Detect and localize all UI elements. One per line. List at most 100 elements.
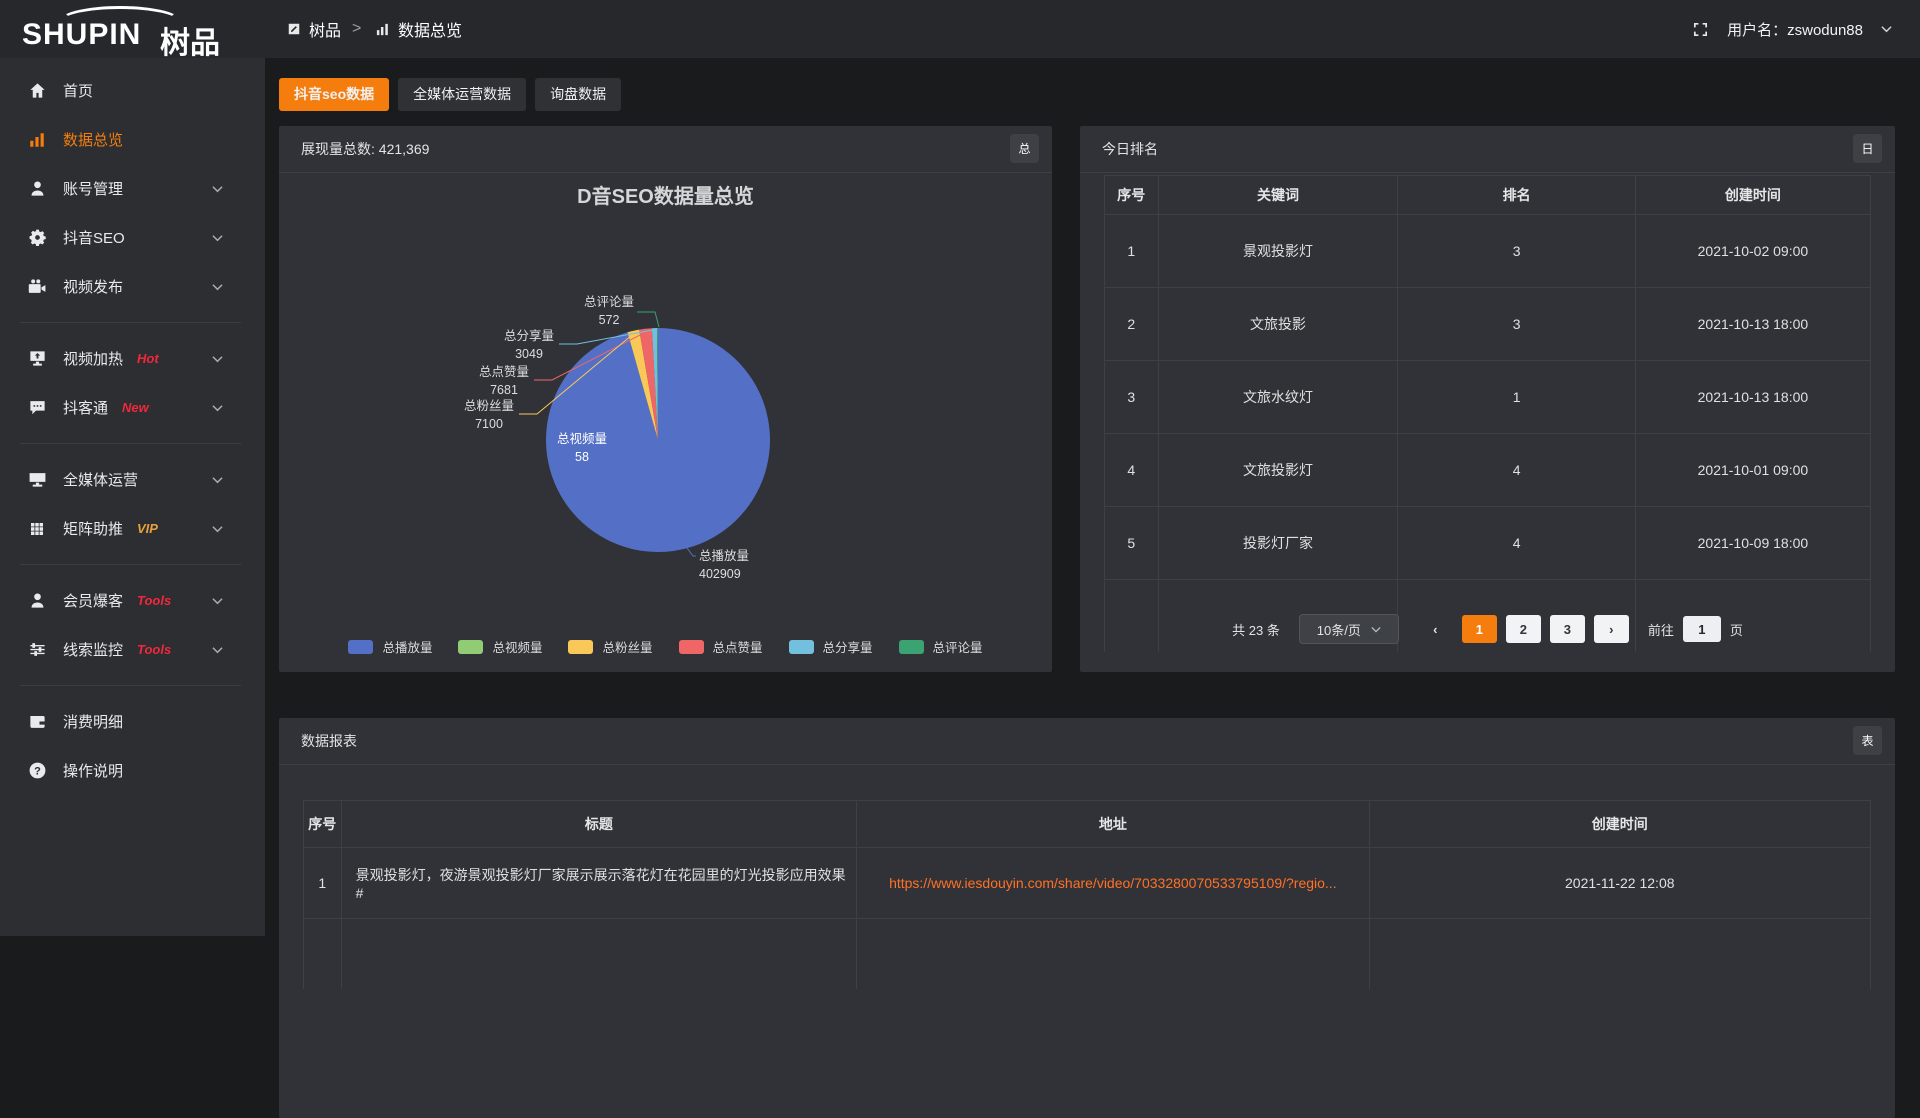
pie-label-play-name: 总播放量 [699,548,749,563]
fullscreen-icon[interactable] [1692,21,1709,38]
col-created: 创建时间 [1368,800,1872,848]
monitor-icon [28,470,48,490]
sidebar-item-data-overview[interactable]: 数据总览 [0,115,265,164]
sidebar-item-consumption-detail[interactable]: 消费明细 [0,697,265,746]
ranking-title: 今日排名 [1102,141,1158,157]
tab-inquiry-data[interactable]: 询盘数据 [535,78,622,111]
sidebar-item-label: 账号管理 [63,181,124,198]
sidebar-item-douyin-seo[interactable]: 抖音SEO [0,213,265,262]
bar-chart-icon [28,130,48,150]
pie-slice-like[interactable] [639,328,658,440]
legend-item-play[interactable]: 总播放量 [348,637,432,656]
sidebar-item-clue-monitor[interactable]: 线索监控 Tools [0,625,265,674]
pie-label-fans-value: 7100 [475,417,503,431]
sidebar-item-media-operation[interactable]: 全媒体运营 [0,455,265,504]
leader-line-play [683,543,696,557]
pie-slice-play[interactable] [545,328,770,552]
page-size-select[interactable]: 10条/页 [1298,614,1399,644]
grid-icon [28,519,48,539]
sidebar-item-member-baoke[interactable]: 会员爆客 Tools [0,576,265,625]
chevron-down-icon[interactable] [1881,25,1892,33]
sidebar-divider [20,443,241,444]
bar-chart-icon [376,23,388,35]
breadcrumb-root[interactable]: 树品 [287,0,341,58]
legend-item-share[interactable]: 总分享量 [788,637,873,656]
legend-item-comment[interactable]: 总评论量 [898,637,983,656]
sidebar-item-doukertong[interactable]: 抖客通 New [0,383,265,432]
sidebar-item-label: 视频发布 [63,279,124,296]
sidebar-item-label: 消费明细 [63,714,124,731]
legend-item-like[interactable]: 总点赞量 [678,637,763,656]
tab-media-operation-data[interactable]: 全媒体运营数据 [398,78,527,111]
new-badge: New [122,400,149,415]
wallet-icon [28,712,48,732]
sidebar-item-video-publish[interactable]: 视频发布 [0,262,265,311]
pie-slice-share[interactable] [651,328,658,440]
sidebar-divider [20,322,241,323]
hot-badge: Hot [137,351,159,366]
tab-douyin-seo-data[interactable]: 抖音seo数据 [279,78,390,111]
sidebar-item-instructions[interactable]: ? 操作说明 [0,746,265,795]
video-title-cell: 景观投影灯，夜游景观投影灯厂家展示展示落花灯在花园里的灯光投影应用效果 # [340,847,858,919]
pie-label-video-value: 58 [575,450,589,464]
user-icon [28,591,48,611]
report-panel: 数据报表 表 序号 标题 地址 创建时间 1 景观投影灯，夜游景观投影灯厂家展示… [279,718,1895,1118]
legend-swatch [348,639,374,654]
logo: SHUPIN 树品 [22,6,252,60]
pie-slice-comment[interactable] [657,327,658,440]
next-page-button[interactable]: › [1593,615,1629,643]
report-table: 序号 标题 地址 创建时间 1 景观投影灯，夜游景观投影灯厂家展示展示落花灯在花… [303,800,1872,989]
table-toggle-button[interactable]: 表 [1853,726,1882,755]
pie-chart: 总评论量 572 总分享量 3049 总点赞量 7681 总粉丝量 7100 总… [464,295,770,581]
pie-label-play-value: 402909 [699,567,741,581]
goto-page-input[interactable]: 1 [1682,616,1721,642]
sidebar-item-video-heat[interactable]: 视频加热 Hot [0,334,265,383]
vip-badge: VIP [137,521,158,536]
legend-item-fans[interactable]: 总粉丝量 [568,637,653,656]
day-toggle-button[interactable]: 日 [1853,134,1882,163]
pie-label-share-value: 3049 [515,347,543,361]
username-label[interactable]: 用户名：zswodun88 [1727,21,1863,39]
legend-item-video[interactable]: 总视频量 [458,637,542,656]
leader-line-fans [519,334,633,415]
chevron-down-icon [212,399,223,417]
legend-swatch [678,639,704,654]
overview-title: 展现量总数: 421,369 [301,141,430,157]
chart-title: D音SEO数据量总览 [577,186,754,208]
sidebar-item-label: 操作说明 [63,763,124,780]
sidebar-item-label: 全媒体运营 [63,472,139,489]
video-url-link[interactable]: https://www.iesdouyin.com/share/video/70… [889,875,1337,891]
sidebar-item-account-manage[interactable]: 账号管理 [0,164,265,213]
page-button-3[interactable]: 3 [1549,615,1585,643]
pie-label-video-name: 总视频量 [557,431,607,446]
leader-line-comment [637,311,660,328]
sidebar-item-matrix-boost[interactable]: 矩阵助推 VIP [0,504,265,553]
top-header: SHUPIN 树品 树品 > 数据总览 用户名：zswodun88 [0,0,1920,60]
sidebar-item-label: 抖音SEO [63,230,125,247]
prev-page-button[interactable]: ‹ [1433,621,1438,637]
leader-line-like [534,332,645,381]
col-url: 地址 [856,800,1370,848]
video-camera-icon [28,277,48,297]
pie-label-like-name: 总点赞量 [479,365,529,379]
table-header-row: 序号 关键词 排名 创建时间 [1104,175,1872,215]
pie-slice-fans[interactable] [627,329,658,440]
sidebar-item-home[interactable]: 首页 [0,66,265,115]
table-row: 4 文旅投影灯 4 2021-10-01 09:00 [1104,433,1872,507]
goto-label: 前往 [1647,622,1674,638]
sidebar-item-label: 线索监控 [63,642,124,659]
help-circle-icon: ? [28,761,48,781]
page-button-2[interactable]: 2 [1505,615,1541,643]
pie-label-like-value: 7681 [490,383,518,397]
total-toggle-button[interactable]: 总 [1010,134,1039,163]
tools-badge: Tools [137,642,172,657]
user-area: 用户名：zswodun88 [1692,0,1892,58]
tools-badge: Tools [137,593,172,608]
table-row: 1 景观投影灯 3 2021-10-02 09:00 [1104,214,1872,288]
page-button-1[interactable]: 1 [1461,615,1497,643]
table-row-empty [303,918,1872,989]
leader-line-share [559,329,654,345]
sidebar-item-label: 数据总览 [63,132,124,149]
sidebar-item-label: 会员爆客 [63,593,124,610]
overview-panel-header: 展现量总数: 421,369 总 [279,126,1052,173]
